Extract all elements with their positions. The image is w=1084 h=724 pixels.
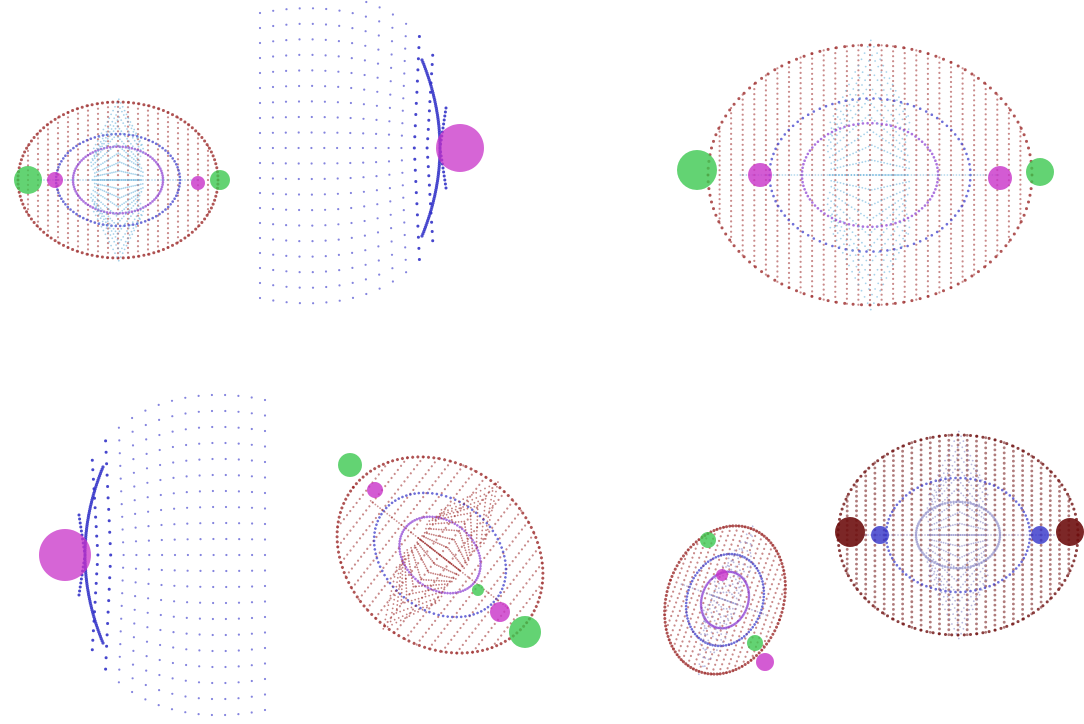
panel-top-left-ellipsoid xyxy=(14,98,230,262)
magenta-sphere xyxy=(39,529,91,581)
green-sphere xyxy=(700,532,716,548)
green-sphere xyxy=(1026,158,1054,186)
magenta-sphere xyxy=(47,172,63,188)
green-sphere xyxy=(747,635,763,651)
green-sphere xyxy=(472,584,484,596)
magenta-sphere xyxy=(191,176,205,190)
green-sphere xyxy=(677,150,717,190)
panel-bottom-left-half-dome xyxy=(39,393,267,717)
panel-bottom-middle-tilted xyxy=(335,453,545,655)
green-sphere xyxy=(210,170,230,190)
magenta-sphere xyxy=(367,482,383,498)
panel-bottom-right-small-tilted xyxy=(663,524,787,676)
green-sphere xyxy=(338,453,362,477)
magenta-sphere xyxy=(756,653,774,671)
magenta-sphere xyxy=(988,166,1012,190)
magenta-sphere xyxy=(748,163,772,187)
blue-sphere xyxy=(1031,526,1049,544)
magenta-sphere xyxy=(716,569,728,581)
magenta-sphere xyxy=(436,124,484,172)
panel-bottom-right-dark xyxy=(835,430,1084,640)
panel-top-right-ellipsoid xyxy=(677,39,1054,311)
dark-red-sphere xyxy=(1056,518,1084,546)
blue-sphere xyxy=(871,526,889,544)
green-sphere xyxy=(509,616,541,648)
magenta-sphere xyxy=(490,602,510,622)
green-sphere xyxy=(14,166,42,194)
dark-red-sphere xyxy=(835,517,865,547)
panel-top-left-half-dome xyxy=(258,0,484,305)
